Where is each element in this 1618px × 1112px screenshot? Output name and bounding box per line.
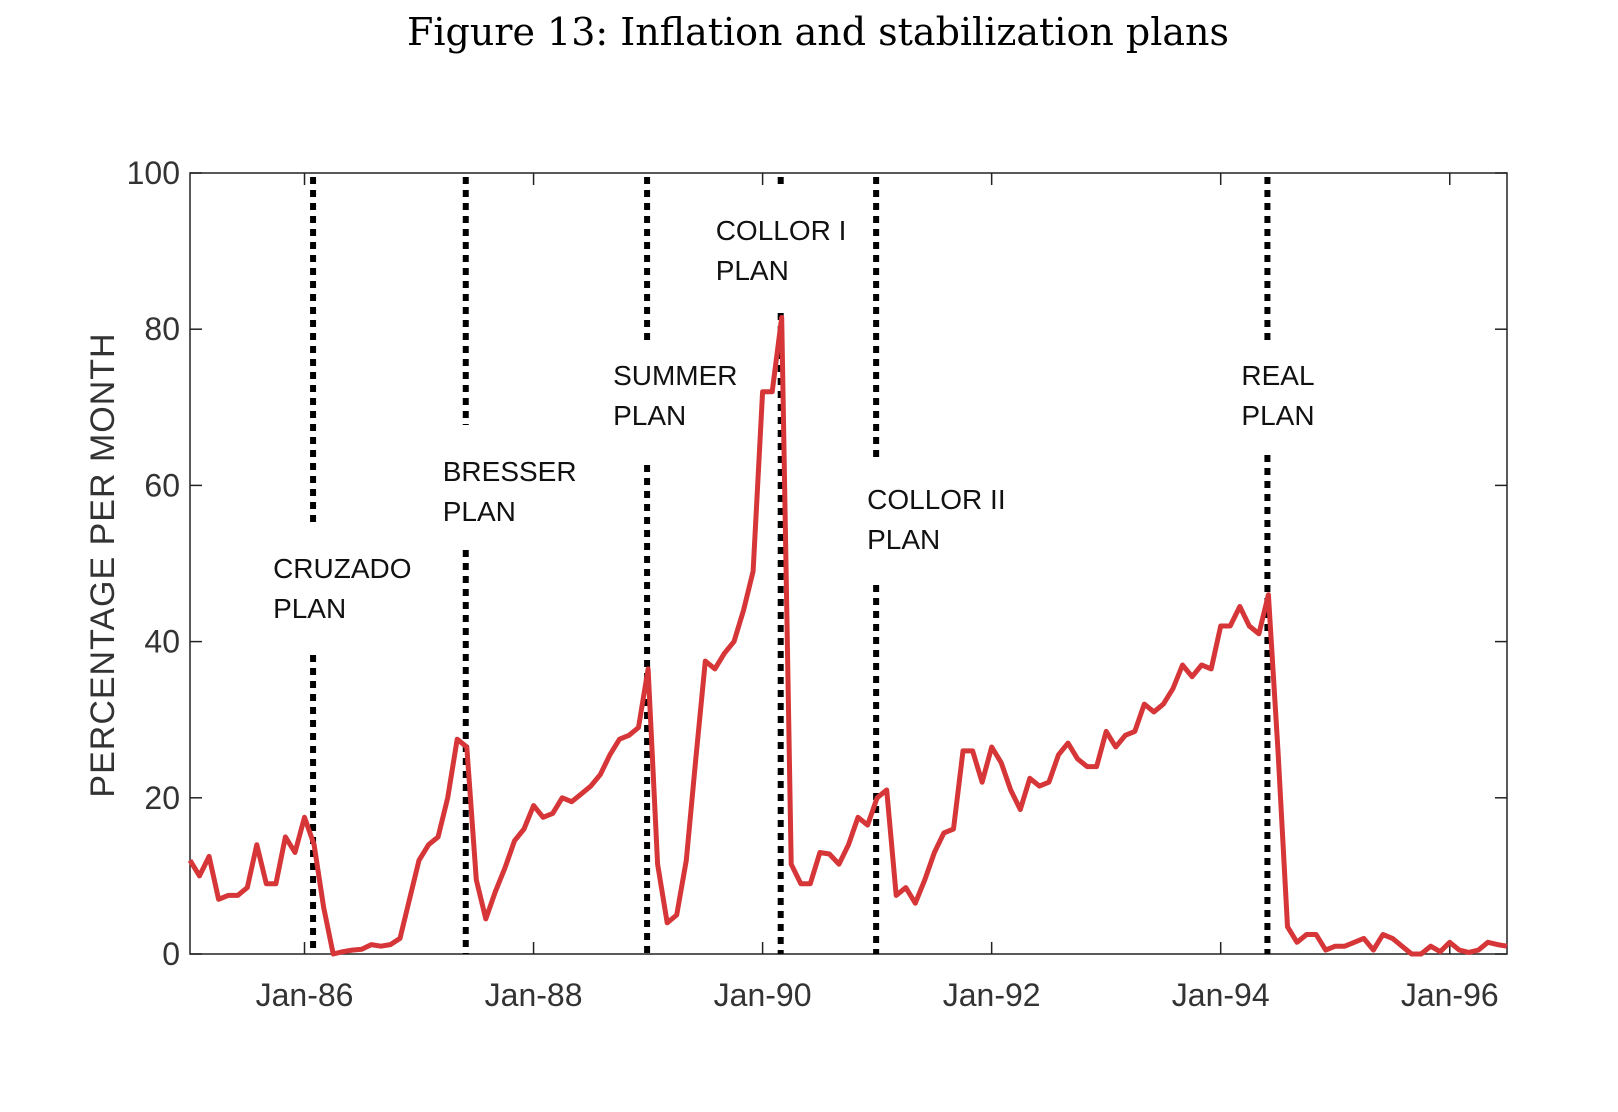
plan-label-line1: CRUZADO (273, 553, 411, 584)
x-tick-label: Jan-90 (714, 977, 812, 1013)
plan-label-line1: REAL (1241, 360, 1314, 391)
plan-label-line1: BRESSER (443, 456, 577, 487)
y-tick-label: 0 (162, 936, 180, 972)
y-tick-label: 60 (144, 467, 180, 503)
y-tick-label: 100 (127, 155, 180, 191)
plan-label-line1: SUMMER (613, 360, 737, 391)
y-tick-label: 80 (144, 311, 180, 347)
plan-marker: SUMMER PLAN (613, 177, 738, 954)
x-tick-label: Jan-86 (256, 977, 354, 1013)
x-tick-label: Jan-88 (485, 977, 583, 1013)
plan-label-line2: PLAN (613, 400, 686, 431)
x-tick-label: Jan-94 (1172, 977, 1270, 1013)
plan-marker: REAL PLAN (1241, 177, 1315, 954)
figure-title: Figure 13: Inflation and stabilization p… (407, 10, 1229, 54)
y-axis-label: PERCENTAGE PER MONTH (84, 332, 122, 797)
plan-label-line2: PLAN (1241, 400, 1314, 431)
plan-marker: BRESSER PLAN (443, 177, 577, 954)
plan-label-line1: COLLOR II (867, 484, 1005, 515)
plan-label-line2: PLAN (273, 593, 346, 624)
plot-frame (189, 172, 1508, 955)
plan-label-line2: PLAN (443, 496, 516, 527)
x-tick-label: Jan-96 (1401, 977, 1499, 1013)
plan-label-line2: PLAN (867, 524, 940, 555)
plan-marker: COLLOR I PLAN (716, 177, 847, 954)
plan-label-line2: PLAN (716, 255, 789, 286)
x-tick-label: Jan-92 (943, 977, 1041, 1013)
y-tick-label: 40 (144, 624, 180, 660)
plan-marker: COLLOR II PLAN (867, 177, 1006, 954)
y-tick-label: 20 (144, 780, 180, 816)
plan-label-line1: COLLOR I (716, 215, 847, 246)
plan-marker: CRUZADO PLAN (273, 177, 412, 954)
